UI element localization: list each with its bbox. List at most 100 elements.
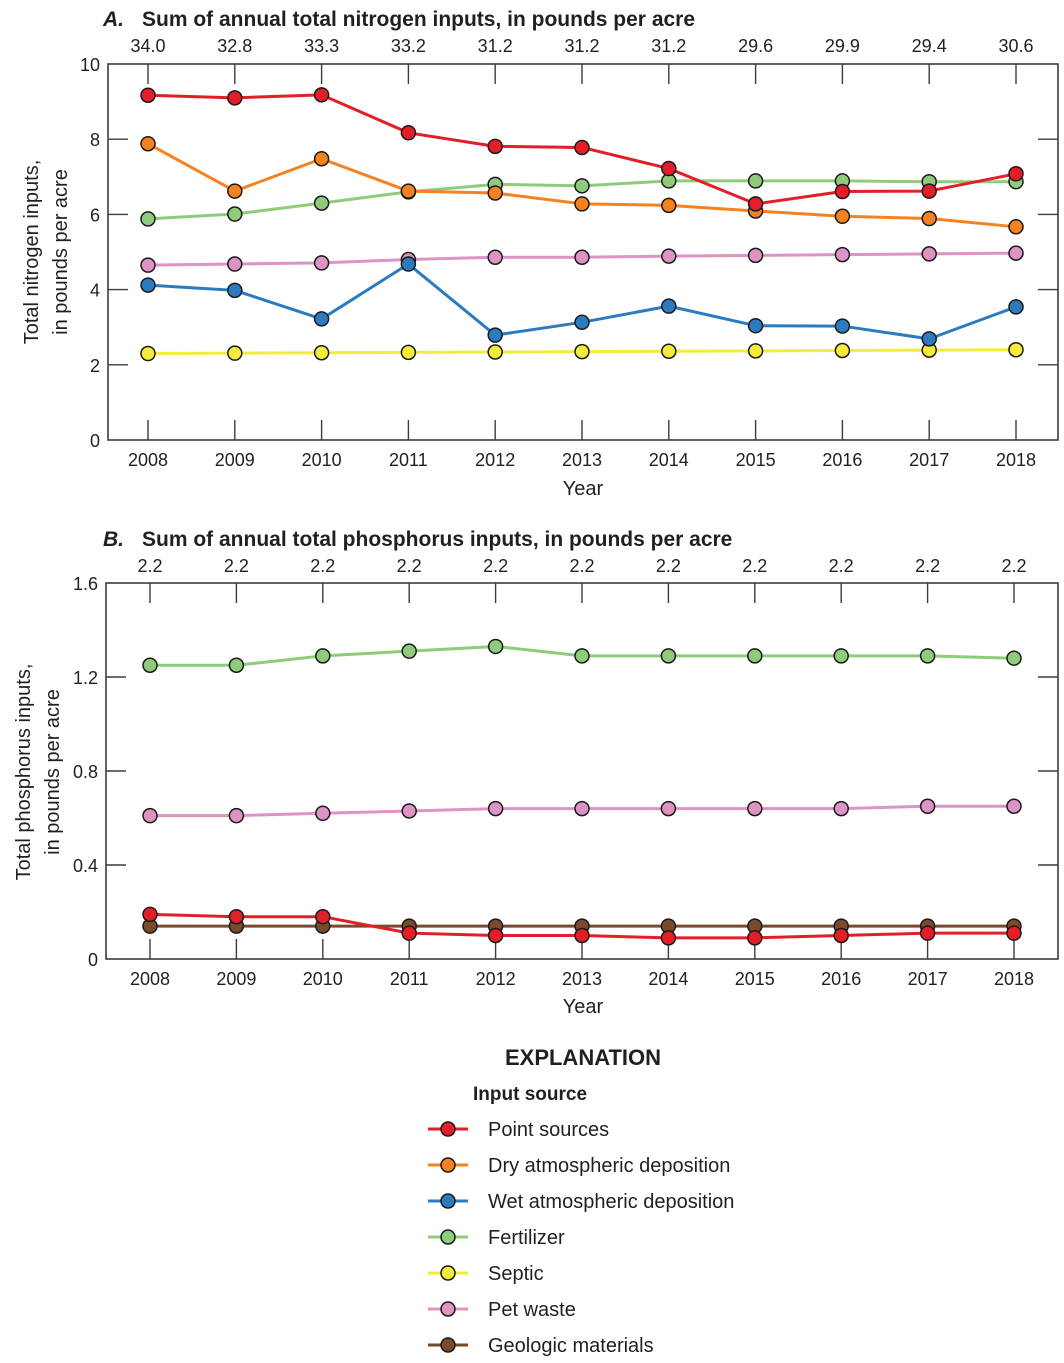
panel-a-top-axis-label: 29.9 (825, 36, 860, 56)
panel-a-point-point-2015 (747, 196, 764, 212)
panel-a-x-tick-labels: 2008 2009 2010 2011 2012 2013 2014 2015 2016 2017… (128, 450, 1036, 470)
panel-b-x-tick-label: 2016 (821, 969, 861, 989)
panel-a-title: Sum of annual total nitrogen inputs, in … (142, 8, 695, 31)
panel-a-point-wet-2014 (661, 298, 677, 314)
panel-a-point-dry-2012 (487, 185, 503, 201)
panel-a-top-axis-label: 31.2 (478, 36, 513, 56)
panel-b-top-axis-label: 2.2 (915, 556, 940, 576)
panel-a-x-tick-label: 2014 (649, 450, 689, 470)
panel-b-point-pet-2008 (142, 807, 158, 824)
panel-a-y-tick-label: 0 (90, 431, 100, 451)
panel-b-top-axis-label: 2.2 (310, 556, 335, 576)
legend-marker-pet (440, 1301, 456, 1317)
legend-item-geologic: Geologic materials (428, 1335, 654, 1357)
panel-a-ticks (108, 64, 1058, 440)
legend-label-septic: Septic (488, 1263, 544, 1285)
legend-label-dry: Dry atmospheric deposition (488, 1155, 730, 1177)
panel-b-point-fertilizer-2018 (1006, 650, 1022, 666)
panel-b-point-fertilizer-2015 (747, 648, 763, 664)
panel-b-x-tick-label: 2014 (648, 969, 688, 989)
panel-b-top-axis-label: 2.2 (483, 556, 508, 576)
legend-label-fertilizer: Fertilizer (488, 1227, 565, 1249)
panel-b-series (142, 638, 1022, 946)
legend-title: EXPLANATION (505, 1045, 661, 1070)
panel-b-x-tick-label: 2017 (908, 969, 948, 989)
panel-a-top-axis-label: 29.6 (738, 36, 773, 56)
panel-a-point-pet-2008 (140, 257, 156, 273)
panel-b-point-point-2018 (1006, 925, 1022, 941)
panel-b-point-point-2009 (228, 908, 245, 925)
panel-a-point-septic-2018 (1008, 342, 1024, 358)
panel-a-point-dry-2016 (834, 208, 851, 225)
panel-a-point-dry-2013 (574, 196, 590, 212)
panel-a-point-pet-2009 (227, 256, 243, 272)
panel-a-point-pet-2018 (1008, 245, 1024, 261)
legend-marker-wet (440, 1193, 456, 1209)
panel-a-y-tick-label: 8 (90, 130, 100, 150)
panel-b-y-tick-label: 1.6 (73, 574, 98, 594)
panel-a-point-septic-2008 (140, 345, 156, 362)
panel-a-top-axis-label: 29.4 (912, 36, 947, 56)
panel-a-point-point-2018 (1008, 166, 1024, 182)
panel-a-point-point-2014 (661, 160, 677, 177)
panel-b-point-pet-2018 (1006, 798, 1022, 814)
panel-a-point-wet-2015 (747, 317, 764, 334)
panel-b-top-axis-label: 2.2 (742, 556, 767, 576)
panel-a-point-fertilizer-2010 (313, 195, 330, 211)
legend-item-point: Point sources (428, 1119, 609, 1141)
panel-a-x-tick-label: 2015 (736, 450, 776, 470)
panel-a-point-dry-2017 (921, 210, 937, 227)
panel-a-y-tick-label: 4 (90, 281, 100, 301)
panel-a-top-axis-label: 31.2 (564, 36, 599, 56)
panel-a-x-tick-label: 2012 (475, 450, 515, 470)
panel-b-top-axis-label: 2.2 (224, 556, 249, 576)
legend-subtitle: Input source (473, 1084, 587, 1105)
panel-a-point-dry-2009 (227, 183, 243, 199)
panel-b-point-pet-2013 (574, 800, 590, 817)
legend-items: Point sources Dry atmospheric deposition W… (428, 1119, 734, 1357)
panel-a-point-point-2013 (574, 139, 590, 156)
panel-a-point-point-2009 (227, 90, 243, 106)
panel-b-point-point-2012 (487, 927, 504, 944)
panel-b-y-axis-title: Total phosphorus inputs, in pounds per a… (13, 664, 64, 881)
panel-a-point-point-2012 (487, 138, 503, 155)
panel-b-point-fertilizer-2016 (833, 648, 849, 664)
panel-a-point-wet-2009 (227, 282, 243, 299)
panel-b-point-pet-2009 (228, 807, 245, 824)
panel-a-point-pet-2012 (487, 249, 503, 266)
panel-b-x-tick-label: 2008 (130, 969, 170, 989)
panel-b-phosphorus-chart: B. Sum of annual total phosphorus inputs… (13, 528, 1059, 1018)
legend-marker-septic (440, 1265, 456, 1281)
panel-b-point-point-2014 (660, 930, 677, 946)
panel-b-point-fertilizer-2013 (574, 648, 590, 664)
panel-a-point-fertilizer-2008 (140, 211, 156, 227)
panel-b-top-axis-label: 2.2 (137, 556, 162, 576)
panel-b-point-fertilizer-2014 (660, 648, 677, 664)
panel-b-title: Sum of annual total phosphorus inputs, i… (142, 528, 732, 551)
panel-a-nitrogen-chart: A. Sum of annual total nitrogen inputs, … (21, 8, 1059, 500)
legend-label-geologic: Geologic materials (488, 1335, 654, 1357)
panel-b-ticks (106, 583, 1058, 959)
panel-a-top-axis-label: 33.2 (391, 36, 426, 56)
panel-a-point-septic-2009 (227, 345, 243, 361)
panel-a-point-septic-2010 (313, 345, 330, 361)
legend-item-dry: Dry atmospheric deposition (428, 1155, 730, 1177)
panel-a-top-axis-label: 32.8 (217, 36, 252, 56)
legend-item-septic: Septic (428, 1263, 544, 1285)
legend-label-wet: Wet atmospheric deposition (488, 1191, 734, 1213)
panel-a-y-axis-title: Total nitrogen inputs, in pounds per acr… (21, 160, 72, 345)
panel-b-x-tick-labels: 2008 2009 2010 2011 2012 2013 2014 2015 2016 2017… (130, 969, 1034, 989)
panel-a-point-septic-2011 (400, 344, 417, 361)
panel-b-y-tick-label: 1.2 (73, 668, 98, 688)
panel-a-point-wet-2016 (834, 318, 851, 334)
legend-marker-point (440, 1121, 456, 1137)
panel-b-point-pet-2011 (401, 803, 417, 819)
panel-b-x-tick-label: 2013 (562, 969, 602, 989)
panel-a-point-septic-2013 (574, 343, 590, 360)
panel-a-x-tick-label: 2009 (215, 450, 255, 470)
panel-b-point-pet-2017 (919, 798, 936, 814)
panel-a-point-point-2011 (400, 125, 417, 141)
panel-b-point-point-2016 (833, 927, 849, 944)
panel-b-x-tick-label: 2018 (994, 969, 1034, 989)
panel-b-point-fertilizer-2010 (315, 648, 331, 664)
